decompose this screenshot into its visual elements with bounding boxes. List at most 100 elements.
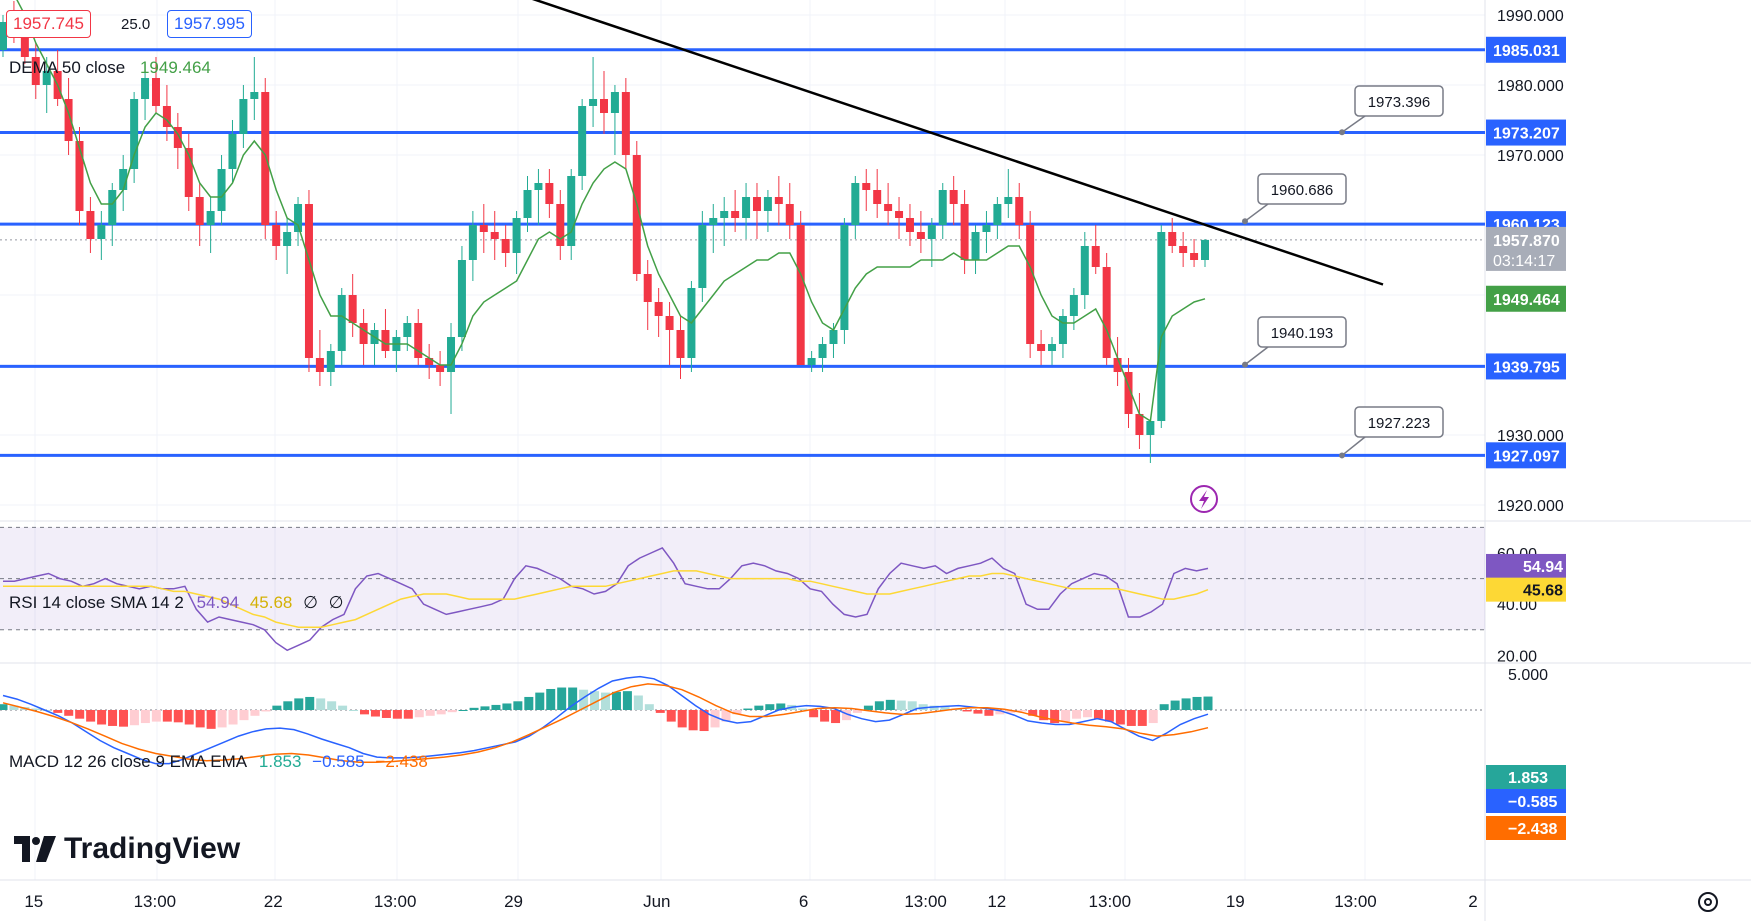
candle (414, 309, 423, 365)
candle (589, 57, 598, 127)
rsi-legend[interactable]: RSI 14 close SMA 14 2 54.94 45.68 ∅ ∅ (9, 593, 343, 613)
macd-histogram-bar (557, 687, 567, 710)
candle-body (228, 134, 237, 169)
candle-body (927, 225, 936, 239)
macd-histogram-bar (721, 710, 731, 722)
sell-price-box[interactable]: 1957.745 (6, 10, 91, 38)
macd-histogram-bar (885, 699, 895, 710)
time-axis-label: 13:00 (1334, 892, 1377, 911)
settings-gear-icon[interactable] (1698, 892, 1718, 912)
candle-body (1157, 232, 1166, 421)
candle (895, 197, 904, 239)
macd-histogram-bar (86, 710, 96, 722)
macd-histogram-bar (874, 701, 884, 710)
macd-histogram-bar (896, 700, 906, 710)
macd-histogram-bar (863, 705, 873, 710)
candle (960, 190, 969, 274)
callout-pointer (1244, 203, 1269, 222)
callout-pointer (1341, 115, 1366, 133)
price-axis-badge-label: 1949.464 (1493, 292, 1560, 309)
macd-hist-badge (1486, 765, 1566, 789)
macd-histogram-bar (140, 710, 150, 724)
macd-histogram-bar (1159, 704, 1169, 710)
macd-histogram-bar (622, 691, 632, 710)
candle (261, 78, 270, 239)
candle-body (403, 323, 412, 337)
macd-histogram-bar (655, 710, 665, 713)
candle (1113, 337, 1122, 386)
macd-histogram-bar (1192, 696, 1202, 710)
candle-body (862, 183, 871, 190)
macd-histogram-bar (162, 710, 172, 722)
time-axis-label: 29 (504, 892, 523, 911)
dema-legend-value: 1949.464 (139, 58, 211, 77)
macd-histogram-bar (535, 692, 545, 710)
tradingview-logo-icon (14, 836, 56, 862)
candle-body (905, 218, 914, 232)
macd-histogram-bar (129, 710, 139, 726)
candle-body (785, 204, 794, 225)
candle-body (479, 225, 488, 232)
candle (818, 337, 827, 372)
macd-histogram-bar (842, 710, 851, 721)
candle (807, 351, 816, 372)
tradingview-logo[interactable]: TradingView (14, 832, 240, 866)
dema-line (16, 0, 1206, 423)
candle (523, 176, 532, 232)
candle (348, 274, 357, 337)
macd-histogram-bar (852, 710, 862, 713)
macd-hist-badge-label: 1.853 (1508, 770, 1548, 787)
macd-histogram-bar (633, 695, 643, 710)
candle-body (436, 365, 445, 372)
candle (938, 183, 947, 239)
dema-legend[interactable]: DEMA 50 close 1949.464 (9, 58, 211, 78)
candle (206, 197, 215, 253)
candle (468, 211, 477, 281)
macd-histogram-bar (907, 701, 917, 710)
candle-body (337, 295, 346, 351)
candle (927, 218, 936, 267)
candle-body (206, 211, 215, 225)
alert-lightning-icon (1190, 485, 1218, 513)
macd-histogram-bar (381, 710, 391, 718)
candle (763, 190, 772, 232)
macd-histogram-bar (1115, 710, 1125, 725)
candle (42, 57, 51, 113)
time-axis-label: 6 (799, 892, 808, 911)
candle-body (381, 330, 390, 351)
candle (1091, 225, 1100, 274)
macd-histogram-bar (677, 710, 687, 728)
macd-histogram-bar (75, 710, 85, 719)
candle-body (1201, 239, 1209, 260)
callout-label: 1940.193 (1271, 325, 1334, 342)
macd-legend[interactable]: MACD 12 26 close 9 EMA EMA 1.853 −0.585 … (9, 752, 428, 772)
macd-signal-badge-label: −2.438 (1508, 821, 1557, 838)
candle-body (960, 204, 969, 260)
rsi-axis-tick: 20.00 (1497, 648, 1537, 665)
callout-dot (1339, 129, 1345, 136)
candle (796, 211, 805, 365)
callout-label: 1927.223 (1368, 415, 1431, 432)
candle-body (949, 190, 958, 204)
macd-histogram-bar (272, 705, 282, 710)
rsi-line (3, 546, 1209, 652)
candle-body (31, 57, 40, 85)
macd-histogram-bar (239, 710, 249, 721)
candle-body (359, 323, 368, 344)
macd-histogram-bar (392, 710, 402, 719)
macd-line-legend-value: −0.585 (312, 752, 365, 771)
candle (294, 197, 303, 246)
time-axis-label: 15 (24, 892, 43, 911)
candle (742, 183, 751, 239)
macd-histogram-bar (316, 698, 326, 710)
candle-body (272, 225, 281, 246)
macd-signal-badge (1486, 816, 1566, 840)
candle (31, 43, 40, 99)
macd-histogram-bar (108, 710, 118, 726)
macd-histogram-bar (228, 710, 238, 725)
candle-body (1069, 295, 1078, 316)
macd-histogram-bar (809, 710, 819, 718)
price-axis-badge (1486, 119, 1566, 146)
buy-price-box[interactable]: 1957.995 (167, 10, 252, 38)
